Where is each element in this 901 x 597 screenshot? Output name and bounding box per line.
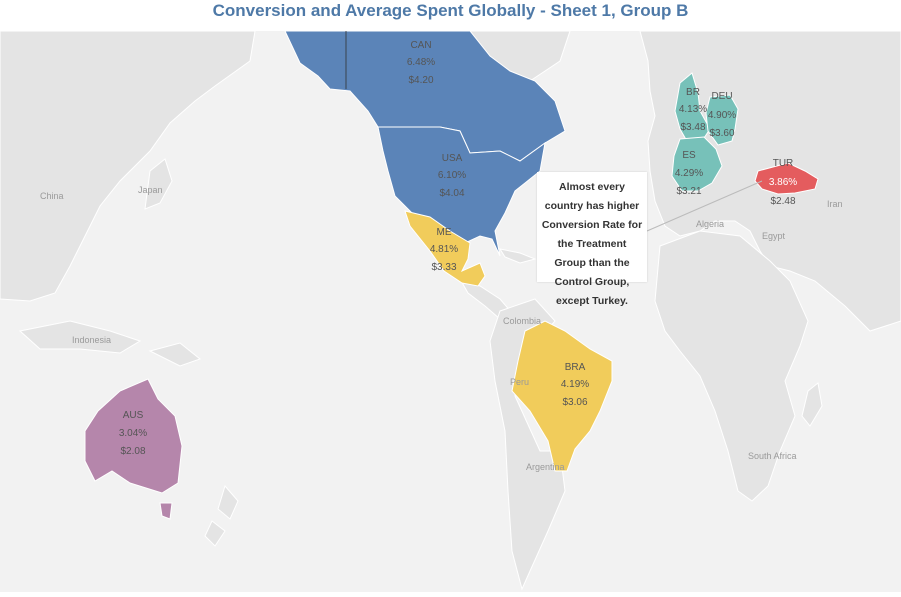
- tur-conversion-label: 3.86%: [769, 177, 797, 188]
- bra-conversion-label: 4.19%: [561, 379, 589, 390]
- gbr-conversion-label: 4.13%: [679, 104, 707, 115]
- country-turkey[interactable]: [754, 162, 819, 195]
- bra-avg-spent-label: $3.06: [562, 397, 587, 408]
- tur-code-label: TUR: [773, 158, 794, 169]
- deu-code-label: DEU: [711, 91, 732, 102]
- can-conversion-label: 6.48%: [407, 57, 435, 68]
- mex-avg-spent-label: $3.33: [431, 262, 456, 273]
- country-germany[interactable]: [705, 94, 739, 146]
- annotation-box: Almost every country has higher Conversi…: [537, 172, 647, 307]
- country-australia[interactable]: [84, 378, 183, 494]
- place-label-indonesia: Indonesia: [72, 335, 111, 345]
- tasmania: [159, 502, 173, 520]
- country-brazil[interactable]: [511, 320, 613, 472]
- annotation-connector: [646, 180, 763, 232]
- png-landmass: [148, 342, 202, 367]
- place-label-china: China: [40, 191, 64, 201]
- usa-conversion-label: 6.10%: [438, 170, 466, 181]
- aus-conversion-label: 3.04%: [119, 428, 147, 439]
- asia-landmass: [0, 30, 256, 302]
- place-label-algeria: Algeria: [696, 219, 724, 229]
- new-zealand-landmass: [204, 484, 239, 547]
- country-usa[interactable]: [377, 126, 546, 257]
- indonesia-landmass: [18, 320, 142, 354]
- place-label-colombia: Colombia: [503, 316, 541, 326]
- place-label-iran: Iran: [827, 199, 843, 209]
- gbr-code-label: BR: [686, 87, 700, 98]
- deu-avg-spent-label: $3.60: [709, 128, 734, 139]
- aus-code-label: AUS: [123, 410, 144, 421]
- place-label-japan: Japan: [138, 185, 163, 195]
- usa-code-label: USA: [442, 153, 463, 164]
- esp-conversion-label: 4.29%: [675, 168, 703, 179]
- usa-avg-spent-label: $4.04: [439, 188, 464, 199]
- place-label-argentina: Argentina: [526, 462, 565, 472]
- country-spain[interactable]: [671, 136, 723, 192]
- country-mexico[interactable]: [404, 210, 486, 287]
- world-map[interactable]: China Japan Indonesia Colombia Peru Arge…: [0, 30, 901, 592]
- can-avg-spent-label: $4.20: [408, 75, 433, 86]
- bra-code-label: BRA: [565, 362, 586, 373]
- can-code-label: CAN: [410, 40, 431, 51]
- deu-conversion-label: 4.90%: [708, 110, 736, 121]
- gbr-avg-spent-label: $3.48: [680, 122, 705, 133]
- tur-avg-spent-label: $2.48: [770, 196, 795, 207]
- madagascar-landmass: [801, 382, 823, 427]
- country-united-kingdom[interactable]: [674, 72, 711, 144]
- africa-landmass: [654, 230, 809, 502]
- mex-conversion-label: 4.81%: [430, 244, 458, 255]
- japan-landmass: [144, 158, 173, 210]
- caribbean-islands: [498, 248, 537, 264]
- aus-avg-spent-label: $2.08: [120, 446, 145, 457]
- mex-code-label: ME: [437, 227, 452, 238]
- map-title: Conversion and Average Spent Globally - …: [212, 1, 689, 20]
- esp-avg-spent-label: $3.21: [676, 186, 701, 197]
- place-label-south-africa: South Africa: [748, 451, 797, 461]
- place-label-egypt: Egypt: [762, 231, 786, 241]
- place-label-peru: Peru: [510, 377, 529, 387]
- esp-code-label: ES: [682, 150, 696, 161]
